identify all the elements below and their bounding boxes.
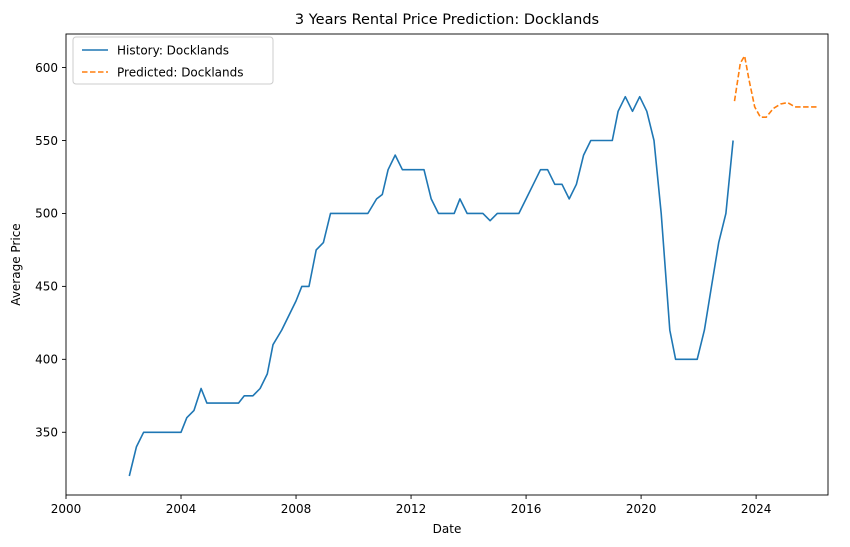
x-tick-label: 2004 — [166, 502, 197, 516]
y-tick-label: 550 — [35, 134, 58, 148]
y-axis: 350 400 450 500 550 600 — [35, 61, 66, 440]
legend: History: Docklands Predicted: Docklands — [72, 36, 274, 85]
x-tick-label: 2020 — [626, 502, 657, 516]
legend-label-predicted: Predicted: Docklands — [117, 66, 243, 80]
x-tick-label: 2016 — [511, 502, 542, 516]
y-tick-label: 350 — [35, 426, 58, 440]
x-tick-label: 2000 — [51, 502, 82, 516]
x-tick-label: 2008 — [281, 502, 312, 516]
chart-title: 3 Years Rental Price Prediction: Docklan… — [295, 12, 599, 28]
legend-box — [72, 36, 274, 85]
x-axis: 2000 2004 2008 2012 2016 2020 2024 — [51, 495, 772, 516]
y-tick-label: 600 — [35, 61, 58, 75]
y-axis-label: Average Price — [9, 223, 23, 305]
series-layer — [128, 55, 817, 477]
y-tick-label: 500 — [35, 207, 58, 221]
y-tick-label: 400 — [35, 353, 58, 367]
legend-label-history: History: Docklands — [117, 44, 229, 58]
y-tick-label: 450 — [35, 280, 58, 294]
series-line-history — [128, 95, 734, 477]
x-tick-label: 2012 — [396, 502, 427, 516]
x-tick-label: 2024 — [741, 502, 772, 516]
series-line-predicted — [733, 55, 817, 118]
x-axis-label: Date — [433, 522, 462, 536]
plot-frame — [65, 33, 829, 496]
